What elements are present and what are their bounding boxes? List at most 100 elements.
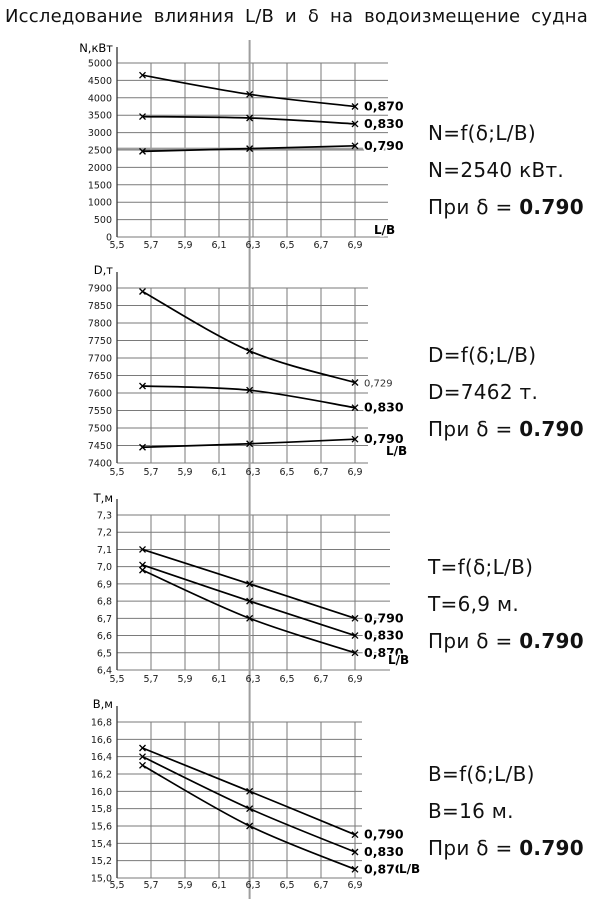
y-tick-label: 16,8 — [91, 718, 112, 729]
y-tick-label: 7,3 — [97, 511, 112, 522]
annotation-B-result: B=16 м. — [428, 799, 514, 823]
y-tick-label: 3500 — [88, 111, 112, 122]
x-tick-label: 6,1 — [211, 240, 226, 251]
series-0,830: 0,830 — [139, 113, 406, 133]
annotation-T-condition: При δ = 0.790 — [428, 630, 610, 652]
point-x-marker — [139, 753, 146, 761]
y-tick-label: 7,1 — [97, 545, 112, 556]
x-tick-label: 5,5 — [109, 467, 124, 478]
chart-N-power: 0,870 0,830 0,790 0 500 1000 1500 2000 2500 3000 3… — [79, 40, 406, 255]
condition-prefix: При δ = — [428, 836, 520, 860]
x-axis-label: L/B — [374, 223, 395, 237]
annotation-N-condition: При δ = 0.790 — [428, 196, 610, 218]
y-tick-label: 6,5 — [97, 648, 112, 659]
tick-labels: 7400 7450 7500 7550 7600 7650 7700 7750 7800 7850… — [88, 284, 363, 479]
series-0,870: 0,870 — [139, 566, 406, 662]
y-tick-label: 7600 — [88, 389, 112, 400]
annotation-N: N=f(δ;L/B) N=2540 кВт. При δ = 0.790 — [428, 122, 610, 233]
y-tick-label: 15,2 — [91, 856, 112, 867]
y-tick-label: 7900 — [88, 284, 112, 295]
y-tick-label: 7650 — [88, 371, 112, 382]
x-tick-label: 5,7 — [143, 880, 158, 891]
x-tick-label: 6,3 — [245, 880, 260, 891]
point-x-marker — [351, 649, 359, 657]
point-x-marker — [246, 114, 254, 122]
point-x-marker — [351, 435, 359, 443]
series-label: 0,790 — [364, 138, 404, 153]
condition-value: 0.790 — [519, 836, 584, 860]
x-tick-label: 6,5 — [279, 240, 294, 251]
x-tick-label: 6,9 — [347, 674, 362, 685]
y-tick-label: 1500 — [88, 180, 112, 191]
point-x-marker — [351, 848, 359, 856]
annotation-N-result: N=2540 кВт. — [428, 158, 565, 182]
series-0,790: 0,790 — [139, 545, 406, 627]
y-tick-label: 7750 — [88, 336, 112, 347]
series-label: 0,790 — [364, 431, 404, 446]
y-tick-label: 15,6 — [91, 822, 112, 833]
grid — [117, 514, 390, 671]
y-tick-label: 7400 — [88, 459, 112, 470]
x-tick-label: 6,1 — [211, 674, 226, 685]
point-x-marker — [351, 103, 359, 110]
x-tick-label: 5,9 — [177, 240, 192, 251]
y-tick-label: 6,8 — [97, 597, 112, 608]
series-label: 0,790 — [364, 610, 404, 625]
y-tick-label: 2500 — [88, 146, 112, 157]
y-tick-label: 6,4 — [97, 666, 112, 677]
x-tick-label: 6,1 — [211, 467, 226, 478]
x-tick-label: 6,5 — [279, 467, 294, 478]
point-x-marker — [246, 440, 254, 448]
point-x-marker — [139, 443, 146, 451]
y-tick-label: 15,8 — [91, 804, 112, 815]
y-tick-label: 500 — [94, 215, 112, 226]
x-tick-label: 5,9 — [177, 467, 192, 478]
point-x-marker — [139, 382, 146, 390]
y-tick-label: 7500 — [88, 424, 112, 435]
series-label: 0,870 — [364, 645, 404, 660]
x-axis-label: L/B — [399, 862, 420, 876]
point-x-marker — [139, 545, 146, 553]
annotation-B-formula: B=f(δ;L/B) — [428, 762, 535, 786]
y-tick-label: 4000 — [88, 93, 112, 104]
chart-D-displacement: 0,7290,8300,7907400745075007550760076507… — [88, 255, 409, 480]
series-0,790: 0,790 — [139, 744, 406, 844]
series-label: 0,830 — [364, 400, 404, 415]
x-tick-label: 6,9 — [347, 880, 362, 891]
x-tick-label: 6,5 — [279, 674, 294, 685]
condition-prefix: При δ = — [428, 417, 520, 441]
point-x-marker — [139, 761, 146, 769]
series-0,830: 0,830 — [139, 561, 406, 645]
y-tick-label: 7,2 — [97, 528, 112, 539]
y-tick-label: 7,0 — [97, 562, 112, 573]
annotation-D: D=f(δ;L/B) D=7462 т. При δ = 0.790 — [428, 344, 610, 455]
x-tick-label: 6,3 — [245, 240, 260, 251]
series-label: 0,729 — [364, 379, 393, 390]
point-x-marker — [351, 404, 359, 412]
point-x-marker — [139, 744, 146, 752]
y-tick-label: 5000 — [88, 59, 112, 70]
x-tick-label: 6,5 — [279, 880, 294, 891]
tick-labels: 15,0 15,2 15,4 15,6 15,8 16,0 16,2 16,4 16,6 16,8… — [91, 718, 363, 892]
point-x-marker — [246, 347, 254, 355]
y-tick-label: 7850 — [88, 301, 112, 312]
series-0,830: 0,830 — [139, 382, 406, 417]
x-tick-label: 5,9 — [177, 880, 192, 891]
point-x-marker — [139, 113, 146, 121]
x-tick-label: 5,5 — [109, 240, 124, 251]
series-label: 0,870 — [364, 99, 404, 114]
y-axis-label: D,т — [94, 263, 114, 277]
series-label: 0,790 — [364, 827, 404, 842]
y-tick-label: 3000 — [88, 128, 112, 139]
point-x-marker — [246, 580, 254, 588]
y-axis-label: N,кВт — [79, 41, 113, 55]
x-tick-label: 6,7 — [313, 467, 328, 478]
y-tick-label: 6,9 — [97, 579, 112, 590]
y-tick-label: 15,4 — [91, 839, 112, 850]
point-x-marker — [139, 288, 146, 295]
annotation-B-condition: При δ = 0.790 — [428, 837, 610, 859]
annotation-T: T=f(δ;L/B) T=6,9 м. При δ = 0.790 — [428, 556, 610, 667]
chart-T-draft: 0,790 0,830 0,870 6,4 6,5 6,6 6,7 6,8 6,9 7,0 7,1 7… — [93, 480, 411, 690]
x-tick-label: 6,3 — [245, 674, 260, 685]
